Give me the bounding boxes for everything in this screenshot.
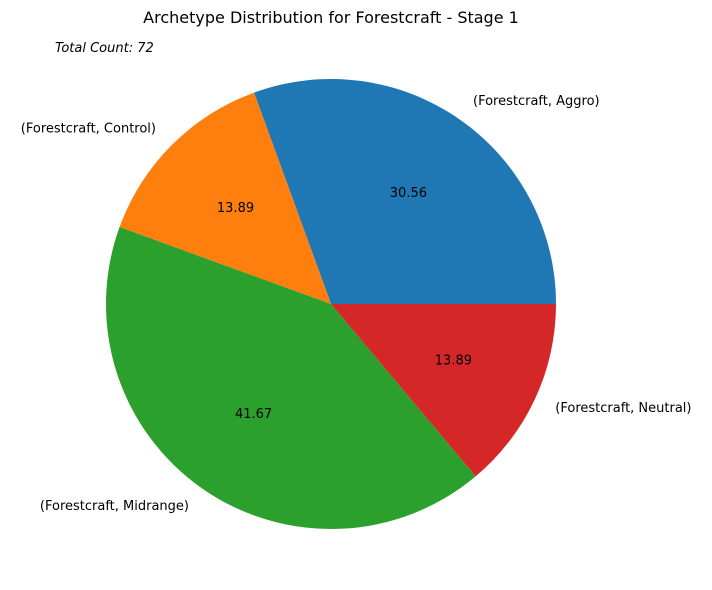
slice-category-label: (Forestcraft, Midrange) <box>40 499 189 514</box>
pie-slice-control <box>119 92 331 304</box>
chart-title: Archetype Distribution for Forestcraft -… <box>143 8 519 27</box>
pie-slice-aggro <box>254 79 556 304</box>
pie-slice-midrange <box>105 227 476 530</box>
slices-layer <box>105 79 556 530</box>
slice-category-label: (Forestcraft, Control) <box>21 122 156 137</box>
labels-layer: 30.56 (Forestcraft, Aggro) 13.89 (Forestcra… <box>21 94 692 514</box>
slice-category-label: (Forestcraft, Aggro) <box>473 94 600 109</box>
slice-value-label: 41.67 <box>235 407 272 422</box>
slice-value-label: 13.89 <box>435 354 472 369</box>
slice-category-label: (Forestcraft, Neutral) <box>555 401 691 416</box>
slice-value-label: 13.89 <box>217 201 254 216</box>
slice-value-label: 30.56 <box>390 186 427 201</box>
total-count-annotation: Total Count: 72 <box>55 41 154 56</box>
pie-slice-neutral <box>331 304 556 477</box>
